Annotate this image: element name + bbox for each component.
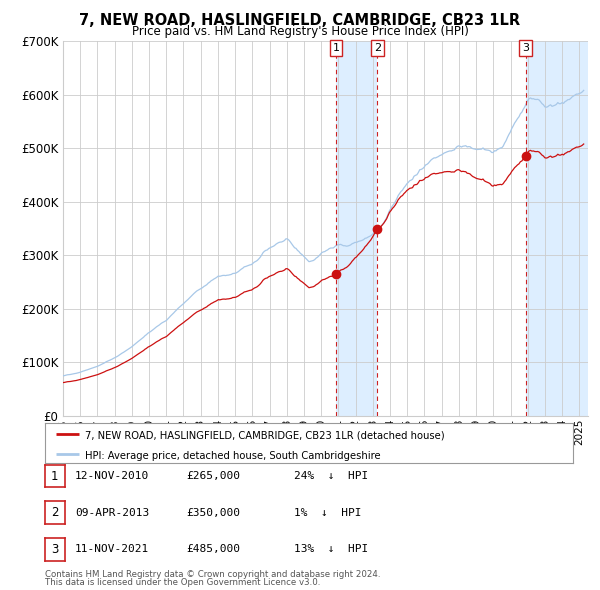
Text: £350,000: £350,000 xyxy=(186,508,240,517)
Text: 11-NOV-2021: 11-NOV-2021 xyxy=(75,545,149,554)
Text: Contains HM Land Registry data © Crown copyright and database right 2024.: Contains HM Land Registry data © Crown c… xyxy=(45,570,380,579)
Text: 2: 2 xyxy=(51,506,59,519)
Text: 09-APR-2013: 09-APR-2013 xyxy=(75,508,149,517)
Text: HPI: Average price, detached house, South Cambridgeshire: HPI: Average price, detached house, Sout… xyxy=(85,451,380,461)
Text: 7, NEW ROAD, HASLINGFIELD, CAMBRIDGE, CB23 1LR: 7, NEW ROAD, HASLINGFIELD, CAMBRIDGE, CB… xyxy=(79,13,521,28)
Bar xyxy=(336,41,377,416)
Text: 3: 3 xyxy=(522,43,529,53)
Text: 24%  ↓  HPI: 24% ↓ HPI xyxy=(294,471,368,481)
Text: 7, NEW ROAD, HASLINGFIELD, CAMBRIDGE, CB23 1LR (detached house): 7, NEW ROAD, HASLINGFIELD, CAMBRIDGE, CB… xyxy=(85,430,444,440)
Text: This data is licensed under the Open Government Licence v3.0.: This data is licensed under the Open Gov… xyxy=(45,578,320,587)
Text: 1: 1 xyxy=(332,43,340,53)
Text: £485,000: £485,000 xyxy=(186,545,240,554)
Text: 3: 3 xyxy=(51,543,59,556)
Text: 13%  ↓  HPI: 13% ↓ HPI xyxy=(294,545,368,554)
Text: 2: 2 xyxy=(374,43,381,53)
Text: £265,000: £265,000 xyxy=(186,471,240,481)
Bar xyxy=(526,41,588,416)
Text: 12-NOV-2010: 12-NOV-2010 xyxy=(75,471,149,481)
Text: Price paid vs. HM Land Registry's House Price Index (HPI): Price paid vs. HM Land Registry's House … xyxy=(131,25,469,38)
Text: 1%  ↓  HPI: 1% ↓ HPI xyxy=(294,508,361,517)
Text: 1: 1 xyxy=(51,470,59,483)
